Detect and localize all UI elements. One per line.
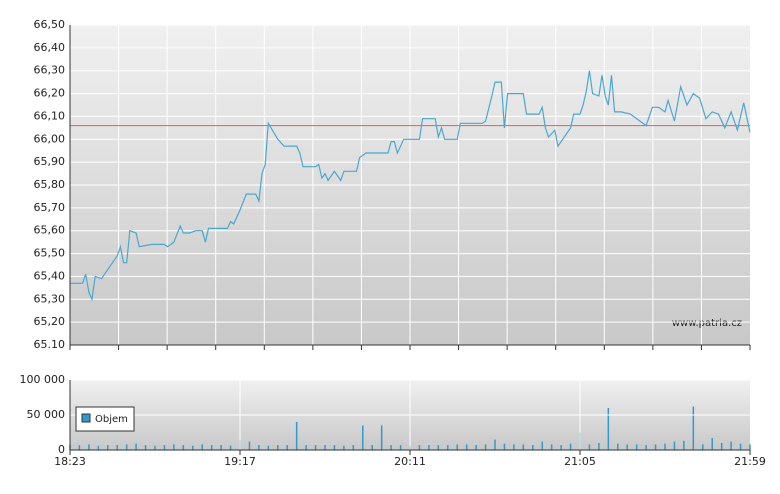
volume-bar bbox=[116, 445, 118, 450]
volume-bar bbox=[645, 445, 647, 450]
y-tick-label: 65,20 bbox=[34, 315, 66, 328]
volume-bar bbox=[465, 444, 468, 450]
volume-bar bbox=[399, 445, 402, 450]
volume-bar bbox=[569, 443, 572, 450]
volume-bar bbox=[390, 445, 392, 450]
volume-bar bbox=[626, 444, 628, 450]
legend-label: Objem bbox=[95, 414, 128, 425]
volume-bar bbox=[418, 445, 421, 450]
volume-bar bbox=[664, 443, 666, 450]
volume-bar bbox=[711, 438, 713, 450]
volume-bar bbox=[692, 406, 695, 450]
volume-bar bbox=[607, 408, 610, 450]
y-tick-label: 65,40 bbox=[34, 269, 66, 282]
volume-bar bbox=[654, 444, 657, 450]
volume-bar bbox=[635, 444, 638, 450]
volume-bar bbox=[97, 445, 100, 450]
y-tick-label: 65.10 bbox=[34, 338, 66, 351]
volume-bar bbox=[78, 445, 81, 450]
volume-bar bbox=[484, 444, 487, 450]
volume-bar bbox=[135, 443, 137, 450]
y-tick-label: 65,70 bbox=[34, 201, 66, 214]
volume-bar bbox=[380, 425, 383, 450]
volume-bar bbox=[475, 445, 477, 450]
volume-bar bbox=[550, 444, 553, 450]
volume-bar bbox=[125, 444, 128, 450]
volume-bar bbox=[107, 445, 109, 450]
y-tick-label: 66,20 bbox=[34, 87, 66, 100]
volume-bar bbox=[182, 445, 185, 450]
y-tick-label: 50 000 bbox=[27, 408, 66, 421]
volume-bar bbox=[683, 440, 685, 450]
volume-bar bbox=[560, 445, 562, 450]
volume-bar bbox=[362, 425, 364, 450]
volume-bar bbox=[588, 444, 591, 450]
y-tick-label: 66,00 bbox=[34, 132, 66, 145]
volume-bar bbox=[229, 445, 232, 450]
y-tick-label: 65,30 bbox=[34, 292, 66, 305]
volume-bar bbox=[173, 444, 175, 450]
volume-bar bbox=[673, 441, 676, 450]
y-tick-label: 66,10 bbox=[34, 109, 66, 122]
volume-bar bbox=[248, 441, 251, 450]
volume-bar bbox=[428, 445, 430, 450]
volume-bar bbox=[541, 441, 543, 450]
x-tick-label: 19:17 bbox=[224, 455, 256, 468]
volume-bar bbox=[437, 445, 440, 450]
volume-bar bbox=[144, 445, 147, 450]
volume-bar bbox=[352, 445, 355, 450]
volume-bar bbox=[343, 445, 345, 450]
volume-bar bbox=[305, 445, 307, 450]
volume-bar bbox=[730, 441, 732, 450]
volume-bar bbox=[720, 443, 723, 450]
y-tick-label: 66,30 bbox=[34, 64, 66, 77]
volume-bar bbox=[210, 445, 213, 450]
x-tick-label: 21:05 bbox=[564, 455, 596, 468]
volume-bar bbox=[702, 444, 704, 450]
volume-bar bbox=[314, 445, 317, 450]
y-tick-label: 65,60 bbox=[34, 224, 66, 237]
legend-swatch bbox=[81, 413, 91, 423]
volume-bar bbox=[295, 422, 298, 450]
y-tick-label: 65,50 bbox=[34, 247, 66, 260]
volume-bar bbox=[513, 444, 515, 450]
x-tick-label: 21:59 bbox=[734, 455, 766, 468]
volume-bar bbox=[333, 445, 336, 450]
y-tick-label: 65,90 bbox=[34, 155, 66, 168]
volume-bar bbox=[286, 445, 288, 450]
volume-bar bbox=[324, 445, 326, 450]
volume-bar bbox=[598, 443, 600, 450]
x-tick-label: 20:11 bbox=[394, 455, 426, 468]
volume-bar bbox=[739, 443, 742, 450]
y-tick-label: 66,50 bbox=[34, 18, 66, 31]
watermark: www.patria.cz bbox=[672, 318, 742, 329]
volume-bar bbox=[192, 445, 194, 450]
volume-bar bbox=[522, 444, 525, 450]
volume-bar bbox=[503, 443, 506, 450]
volume-bar bbox=[220, 445, 222, 450]
y-tick-label: 100 000 bbox=[20, 373, 66, 386]
y-tick-label: 65,80 bbox=[34, 178, 66, 191]
volume-bar bbox=[201, 444, 203, 450]
volume-bar bbox=[494, 439, 496, 450]
volume-bar bbox=[267, 445, 270, 450]
volume-bar bbox=[277, 445, 279, 450]
y-tick-label: 66,40 bbox=[34, 41, 66, 54]
volume-bar bbox=[749, 444, 751, 450]
volume-bar bbox=[456, 444, 458, 450]
volume-bar bbox=[447, 445, 449, 450]
volume-bar bbox=[617, 443, 619, 450]
volume-bar bbox=[371, 445, 373, 450]
x-tick-label: 18:23 bbox=[54, 455, 86, 468]
volume-bar bbox=[258, 445, 260, 450]
volume-bar bbox=[154, 445, 156, 450]
volume-bar bbox=[163, 445, 166, 450]
y-tick-label: 0 bbox=[58, 443, 65, 456]
volume-bar bbox=[532, 445, 534, 450]
volume-bar bbox=[88, 444, 90, 450]
price-line bbox=[70, 70, 751, 302]
